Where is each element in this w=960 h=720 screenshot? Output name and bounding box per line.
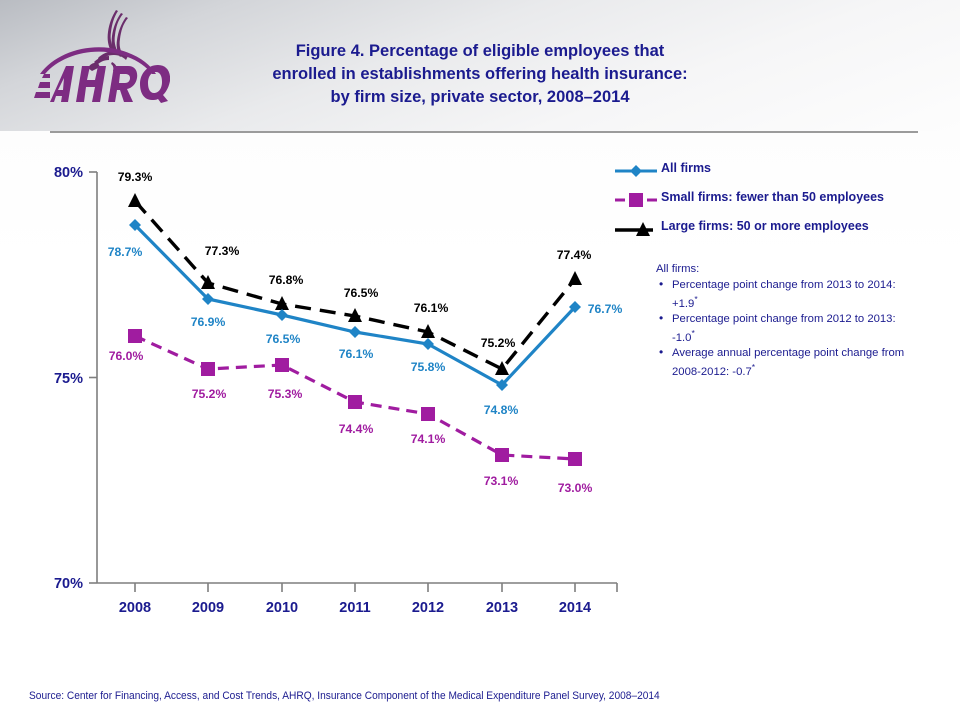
legend-label-all-firms: All firms bbox=[661, 161, 712, 175]
ahrq-wordmark bbox=[34, 47, 171, 103]
annotation-item-1: • Percentage point change from 2013 to 2… bbox=[656, 276, 914, 312]
header-divider bbox=[50, 131, 918, 133]
title-line-1: Figure 4. Percentage of eligible employe… bbox=[295, 42, 665, 60]
ahrq-logo bbox=[28, 6, 171, 110]
small-firms-markers bbox=[128, 329, 582, 466]
legend-item-large-firms[interactable]: Large firms: 50 or more employees bbox=[613, 219, 943, 248]
large-firms-data-labels: 79.3% 77.3% 76.8% 76.5% 76.1% 75.2% 77.4… bbox=[118, 170, 592, 350]
small-firms-data-labels: 76.0% 75.2% 75.3% 74.4% 74.1% 73.1% 73.0… bbox=[109, 349, 593, 495]
large-firms-markers bbox=[128, 193, 582, 375]
data-label: 76.1% bbox=[414, 301, 449, 315]
data-label: 76.7% bbox=[588, 302, 623, 316]
data-label: 77.4% bbox=[557, 248, 592, 262]
line-triangle-marker-icon bbox=[615, 222, 653, 236]
data-label: 76.9% bbox=[191, 315, 226, 329]
x-tick-2012: 2012 bbox=[412, 600, 444, 616]
data-label: 76.5% bbox=[344, 286, 379, 300]
x-tick-2011: 2011 bbox=[339, 600, 370, 616]
series-all-firms: 78.7% 76.9% 76.5% 76.1% 75.8% 74.8% 76.7… bbox=[108, 219, 623, 417]
annotation-text-2: Percentage point change from 2012 to 201… bbox=[672, 312, 896, 344]
line-diamond-marker-icon bbox=[615, 165, 657, 177]
y-tick-70: 70% bbox=[54, 576, 83, 592]
all-firms-data-labels: 78.7% 76.9% 76.5% 76.1% 75.8% 74.8% 76.7… bbox=[108, 245, 623, 417]
data-label: 76.5% bbox=[266, 332, 301, 346]
annotation-mark-1: * bbox=[694, 294, 698, 305]
series-large-firms: 79.3% 77.3% 76.8% 76.5% 76.1% 75.2% 77.4… bbox=[118, 170, 592, 375]
data-label: 76.8% bbox=[269, 273, 304, 287]
data-label: 74.8% bbox=[484, 403, 519, 417]
data-label: 76.0% bbox=[109, 349, 144, 363]
line-chart: 80% 75% 70% 2008 2009 2010 2011 2012 201… bbox=[54, 165, 623, 616]
legend-label-large-firms: Large firms: 50 or more employees bbox=[661, 219, 869, 233]
bullet-icon: • bbox=[659, 344, 664, 359]
line-square-marker-icon bbox=[615, 193, 657, 207]
annotation-mark-3: * bbox=[751, 362, 756, 373]
data-label: 76.1% bbox=[339, 347, 374, 361]
data-label: 74.1% bbox=[411, 432, 446, 446]
x-tick-2008: 2008 bbox=[119, 600, 151, 616]
annotation-mark-2: * bbox=[691, 328, 695, 339]
chart-legend: All firms Small firms: fewer than 50 emp… bbox=[613, 161, 943, 248]
bullet-icon: • bbox=[659, 310, 664, 325]
y-tick-80: 80% bbox=[54, 165, 83, 181]
legend-item-all-firms[interactable]: All firms bbox=[613, 161, 943, 190]
annotation-item-3: • Average annual percentage point change… bbox=[656, 344, 914, 380]
x-tick-2009: 2009 bbox=[192, 600, 224, 616]
x-tick-2010: 2010 bbox=[266, 600, 298, 616]
data-label: 77.3% bbox=[205, 244, 240, 258]
legend-item-small-firms[interactable]: Small firms: fewer than 50 employees bbox=[613, 190, 943, 219]
figure-title: Figure 4. Percentage of eligible employe… bbox=[200, 40, 760, 109]
x-tick-2014: 2014 bbox=[559, 600, 591, 616]
data-label: 78.7% bbox=[108, 245, 143, 259]
annotation-item-2: • Percentage point change from 2012 to 2… bbox=[656, 310, 914, 346]
x-axis-ticks bbox=[134, 583, 618, 592]
source-note: Source: Center for Financing, Access, an… bbox=[29, 690, 660, 702]
x-axis-labels: 2008 2009 2010 2011 2012 2013 2014 bbox=[119, 600, 591, 616]
data-label: 75.3% bbox=[268, 387, 303, 401]
title-line-3: by firm size, private sector, 2008–2014 bbox=[330, 88, 630, 106]
data-label: 73.1% bbox=[484, 474, 519, 488]
data-label: 74.4% bbox=[339, 422, 374, 436]
y-tick-75: 75% bbox=[54, 371, 83, 387]
data-label: 79.3% bbox=[118, 170, 153, 184]
annotation-block: All firms: • Percentage point change fro… bbox=[656, 262, 914, 379]
data-label: 75.8% bbox=[411, 360, 446, 374]
data-label: 75.2% bbox=[192, 387, 227, 401]
annotation-text-3: Average annual percentage point change f… bbox=[672, 346, 905, 378]
legend-label-small-firms: Small firms: fewer than 50 employees bbox=[661, 190, 885, 204]
title-line-2: enrolled in establishments offering heal… bbox=[272, 65, 688, 83]
data-label: 75.2% bbox=[481, 336, 516, 350]
data-label: 73.0% bbox=[558, 481, 593, 495]
bullet-icon: • bbox=[659, 276, 664, 291]
annotation-text-1: Percentage point change from 2013 to 201… bbox=[672, 278, 896, 310]
y-axis-labels: 80% 75% 70% bbox=[54, 165, 83, 592]
series-small-firms: 76.0% 75.2% 75.3% 74.4% 74.1% 73.1% 73.0… bbox=[109, 329, 593, 495]
y-axis-ticks bbox=[89, 171, 97, 584]
x-tick-2013: 2013 bbox=[486, 600, 518, 616]
annotation-heading: All firms: bbox=[656, 263, 700, 275]
all-firms-markers bbox=[129, 219, 581, 391]
